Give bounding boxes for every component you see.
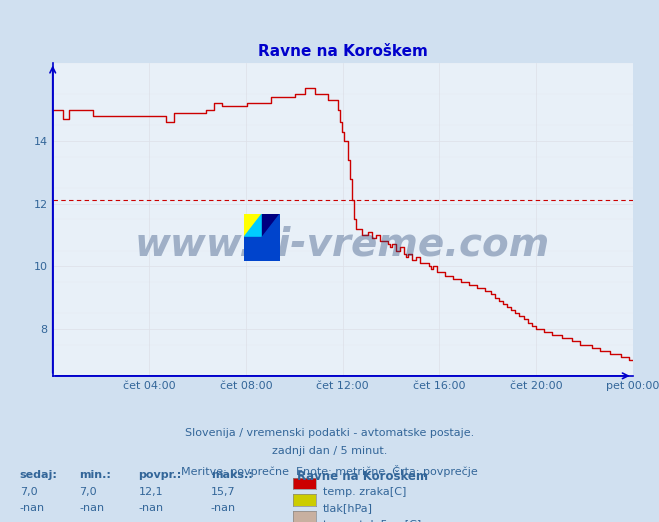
Text: povpr.:: povpr.:	[138, 470, 182, 480]
Text: tlak[hPa]: tlak[hPa]	[323, 503, 373, 513]
Text: -nan: -nan	[211, 520, 236, 522]
Text: temp. zraka[C]: temp. zraka[C]	[323, 487, 407, 496]
Text: -nan: -nan	[138, 520, 163, 522]
Polygon shape	[244, 214, 262, 261]
Text: 7,0: 7,0	[20, 487, 38, 496]
Text: maks.:: maks.:	[211, 470, 252, 480]
Text: -nan: -nan	[138, 503, 163, 513]
Polygon shape	[244, 214, 280, 261]
Text: temp. tal  5cm[C]: temp. tal 5cm[C]	[323, 520, 421, 522]
Text: -nan: -nan	[20, 520, 45, 522]
Text: Ravne na Koroškem: Ravne na Koroškem	[297, 470, 428, 483]
Text: Meritve: povprečne  Enote: metrične  Črta: povprečje: Meritve: povprečne Enote: metrične Črta:…	[181, 465, 478, 477]
Text: min.:: min.:	[79, 470, 111, 480]
Text: 7,0: 7,0	[79, 487, 97, 496]
Text: zadnji dan / 5 minut.: zadnji dan / 5 minut.	[272, 446, 387, 456]
Text: -nan: -nan	[211, 503, 236, 513]
Text: sedaj:: sedaj:	[20, 470, 57, 480]
Text: Slovenija / vremenski podatki - avtomatske postaje.: Slovenija / vremenski podatki - avtomats…	[185, 428, 474, 438]
Polygon shape	[244, 214, 280, 261]
Title: Ravne na Koroškem: Ravne na Koroškem	[258, 44, 428, 58]
Text: -nan: -nan	[20, 503, 45, 513]
Text: 12,1: 12,1	[138, 487, 163, 496]
Polygon shape	[244, 214, 262, 238]
Text: www.si-vreme.com: www.si-vreme.com	[135, 226, 550, 263]
Text: -nan: -nan	[79, 520, 104, 522]
Text: -nan: -nan	[79, 503, 104, 513]
Text: 15,7: 15,7	[211, 487, 235, 496]
